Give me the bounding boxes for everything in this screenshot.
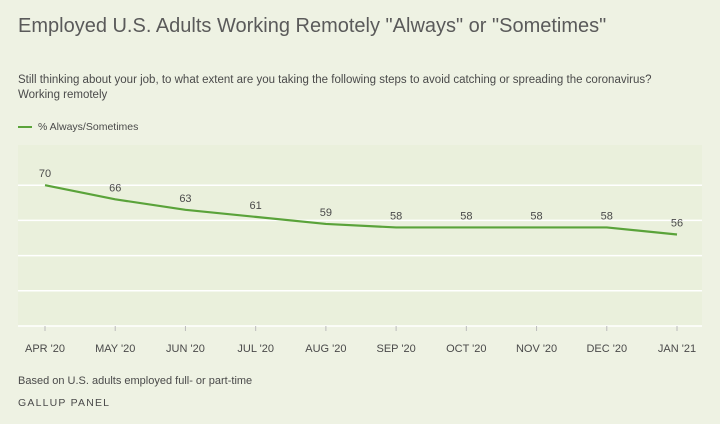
x-tick-label: JUL '20 <box>237 343 274 355</box>
data-label: 61 <box>250 200 262 212</box>
x-tick-label: NOV '20 <box>516 343 557 355</box>
x-tick-label: APR '20 <box>25 343 65 355</box>
source-label: GALLUP PANEL <box>18 397 111 409</box>
legend: % Always/Sometimes <box>18 121 138 133</box>
data-label: 59 <box>320 207 332 219</box>
data-label: 70 <box>39 168 51 180</box>
plot-area <box>18 145 702 326</box>
x-tick-label: JAN '21 <box>658 343 696 355</box>
chart-title: Employed U.S. Adults Working Remotely "A… <box>18 15 607 37</box>
series-line <box>44 184 678 236</box>
x-tick-label: SEP '20 <box>377 343 416 355</box>
x-tick-label: MAY '20 <box>95 343 135 355</box>
data-label: 63 <box>179 193 191 205</box>
data-label: 58 <box>530 210 542 222</box>
chart-subtitle: Still thinking about your job, to what e… <box>18 74 652 101</box>
x-tick-label: OCT '20 <box>446 343 486 355</box>
x-tick-label: AUG '20 <box>305 343 346 355</box>
data-label: 58 <box>601 210 613 222</box>
data-label: 58 <box>390 210 402 222</box>
x-tick-label: DEC '20 <box>586 343 627 355</box>
data-label: 66 <box>109 182 121 194</box>
footnote: Based on U.S. adults employed full- or p… <box>18 375 253 387</box>
data-label: 58 <box>460 210 472 222</box>
data-label: 56 <box>671 217 683 229</box>
x-tick-label: JUN '20 <box>166 343 205 355</box>
legend-label: % Always/Sometimes <box>38 121 139 133</box>
legend-swatch <box>18 126 32 128</box>
